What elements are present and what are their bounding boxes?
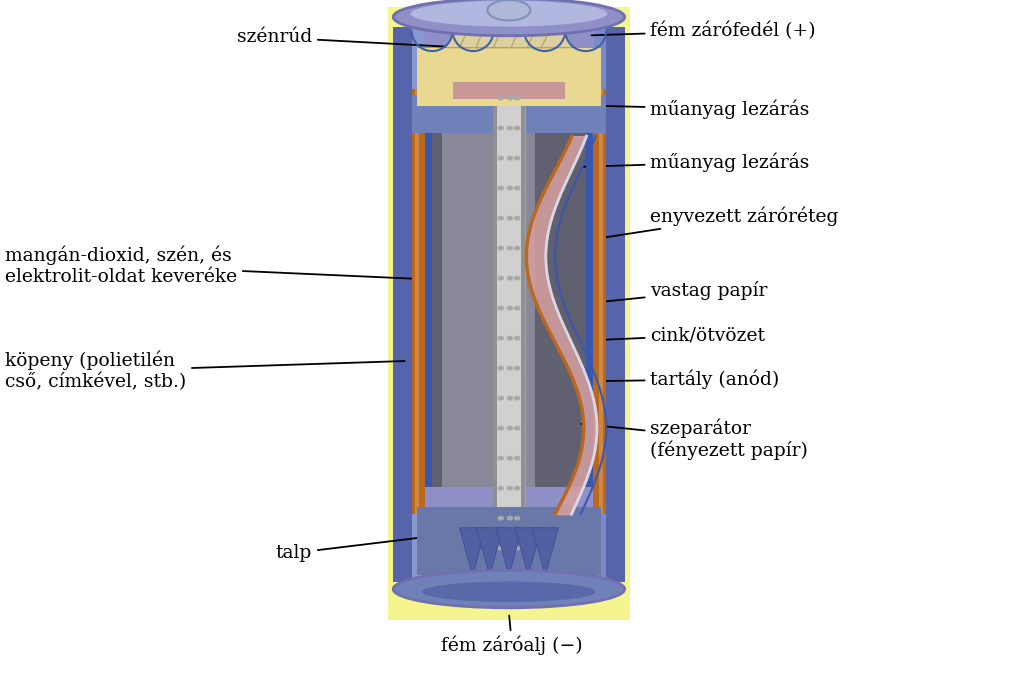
Circle shape bbox=[498, 187, 504, 190]
Circle shape bbox=[515, 157, 519, 160]
Circle shape bbox=[498, 306, 504, 310]
Circle shape bbox=[515, 546, 519, 550]
Circle shape bbox=[515, 426, 519, 430]
Bar bbox=[606, 27, 625, 582]
Circle shape bbox=[498, 336, 504, 340]
Circle shape bbox=[508, 276, 512, 280]
Text: műanyag lezárás: műanyag lezárás bbox=[589, 99, 810, 118]
Text: műanyag lezárás: műanyag lezárás bbox=[584, 153, 810, 172]
Text: cink/ötvözet: cink/ötvözet bbox=[591, 326, 765, 344]
Circle shape bbox=[515, 396, 519, 400]
Circle shape bbox=[508, 486, 512, 490]
Circle shape bbox=[515, 247, 519, 250]
Circle shape bbox=[508, 157, 512, 160]
Circle shape bbox=[498, 247, 504, 250]
Bar bbox=[393, 27, 412, 582]
Bar bbox=[412, 89, 425, 514]
Circle shape bbox=[515, 97, 519, 100]
Circle shape bbox=[508, 127, 512, 130]
Text: szeparátor
(fényezett papír): szeparátor (fényezett papír) bbox=[582, 418, 808, 460]
Circle shape bbox=[498, 486, 504, 490]
Bar bbox=[412, 95, 606, 133]
Circle shape bbox=[515, 187, 519, 190]
Ellipse shape bbox=[411, 1, 607, 27]
Circle shape bbox=[498, 217, 504, 220]
Circle shape bbox=[508, 247, 512, 250]
Text: szénrúd: szénrúd bbox=[238, 29, 463, 48]
Text: vastag papír: vastag papír bbox=[593, 281, 768, 303]
Polygon shape bbox=[494, 10, 524, 48]
Circle shape bbox=[498, 366, 504, 370]
Polygon shape bbox=[527, 13, 558, 48]
Polygon shape bbox=[476, 528, 503, 575]
Circle shape bbox=[508, 516, 512, 520]
Circle shape bbox=[508, 546, 512, 550]
Text: talp: talp bbox=[275, 535, 442, 562]
Text: köpeny (polietilén
cső, címkével, stb.): köpeny (polietilén cső, címkével, stb.) bbox=[5, 351, 404, 392]
Bar bbox=[593, 89, 606, 514]
Polygon shape bbox=[496, 528, 522, 575]
Circle shape bbox=[498, 516, 504, 520]
Bar bbox=[453, 82, 565, 99]
Polygon shape bbox=[445, 16, 476, 48]
Circle shape bbox=[515, 276, 519, 280]
Circle shape bbox=[508, 456, 512, 460]
Circle shape bbox=[515, 456, 519, 460]
Bar bbox=[493, 61, 497, 569]
Circle shape bbox=[515, 516, 519, 520]
Text: fém záróalj (−): fém záróalj (−) bbox=[441, 616, 583, 655]
Bar bbox=[393, 27, 625, 582]
Circle shape bbox=[498, 396, 504, 400]
Bar bbox=[415, 89, 419, 514]
Bar bbox=[594, 27, 606, 582]
Text: tartály (anód): tartály (anód) bbox=[588, 370, 779, 389]
Circle shape bbox=[498, 127, 504, 130]
Polygon shape bbox=[511, 11, 542, 48]
Ellipse shape bbox=[393, 571, 625, 607]
Circle shape bbox=[508, 217, 512, 220]
Polygon shape bbox=[460, 13, 490, 48]
Polygon shape bbox=[515, 528, 542, 575]
Circle shape bbox=[508, 396, 512, 400]
Bar bbox=[586, 104, 593, 487]
Circle shape bbox=[515, 336, 519, 340]
Ellipse shape bbox=[393, 0, 625, 35]
Bar bbox=[442, 109, 535, 487]
Bar bbox=[424, 109, 594, 487]
Circle shape bbox=[508, 97, 512, 100]
Ellipse shape bbox=[422, 582, 596, 602]
Circle shape bbox=[508, 366, 512, 370]
Circle shape bbox=[498, 456, 504, 460]
Circle shape bbox=[498, 157, 504, 160]
Circle shape bbox=[508, 336, 512, 340]
Circle shape bbox=[498, 426, 504, 430]
Bar bbox=[388, 7, 630, 620]
Circle shape bbox=[515, 127, 519, 130]
Polygon shape bbox=[531, 528, 558, 575]
Circle shape bbox=[498, 546, 504, 550]
Polygon shape bbox=[476, 11, 507, 48]
Text: enyvezett záróréteg: enyvezett záróréteg bbox=[593, 206, 839, 239]
Circle shape bbox=[515, 366, 519, 370]
Circle shape bbox=[515, 217, 519, 220]
Bar bbox=[425, 104, 432, 487]
Text: mangán-dioxid, szén, és
elektrolit-oldat keveréke: mangán-dioxid, szén, és elektrolit-oldat… bbox=[5, 245, 422, 286]
Circle shape bbox=[508, 426, 512, 430]
Circle shape bbox=[508, 187, 512, 190]
Polygon shape bbox=[460, 528, 486, 575]
Circle shape bbox=[515, 486, 519, 490]
Bar bbox=[599, 89, 603, 514]
Ellipse shape bbox=[487, 0, 530, 20]
Bar bbox=[493, 61, 525, 569]
Bar bbox=[521, 61, 525, 569]
Circle shape bbox=[498, 97, 504, 100]
Polygon shape bbox=[542, 16, 572, 48]
Circle shape bbox=[498, 276, 504, 280]
Text: fém zárófedél (+): fém zárófedél (+) bbox=[592, 21, 816, 40]
Circle shape bbox=[515, 306, 519, 310]
Bar bbox=[417, 48, 601, 106]
Bar bbox=[417, 507, 601, 575]
Bar bbox=[412, 27, 424, 582]
Circle shape bbox=[508, 306, 512, 310]
